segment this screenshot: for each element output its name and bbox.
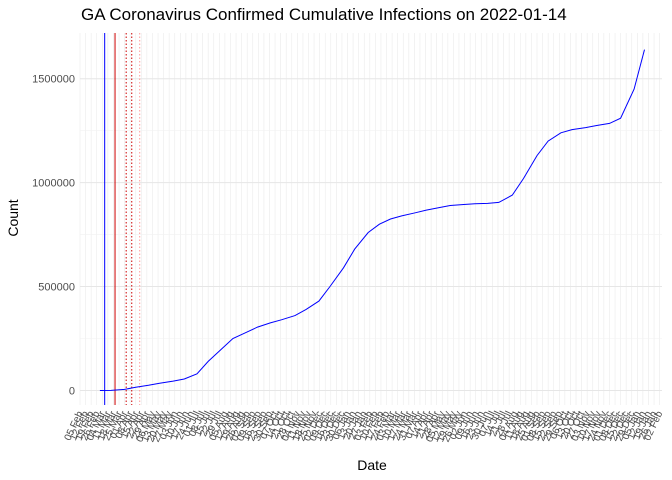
y-tick-label: 0 xyxy=(69,385,75,397)
x-axis-label: Date xyxy=(357,457,387,473)
chart-title: GA Coronavirus Confirmed Cumulative Infe… xyxy=(81,5,567,24)
series-line xyxy=(99,49,645,391)
y-axis-ticks: 0 500000 1000000 1500000 xyxy=(32,74,75,398)
y-tick-label: 1000000 xyxy=(32,178,75,190)
y-axis-label: Count xyxy=(5,199,21,236)
y-tick-label: 500000 xyxy=(38,282,75,294)
y-gridlines xyxy=(80,78,662,391)
vertical-reference-lines xyxy=(104,33,141,405)
x-gridlines xyxy=(79,33,660,405)
y-tick-label: 1500000 xyxy=(32,74,75,86)
